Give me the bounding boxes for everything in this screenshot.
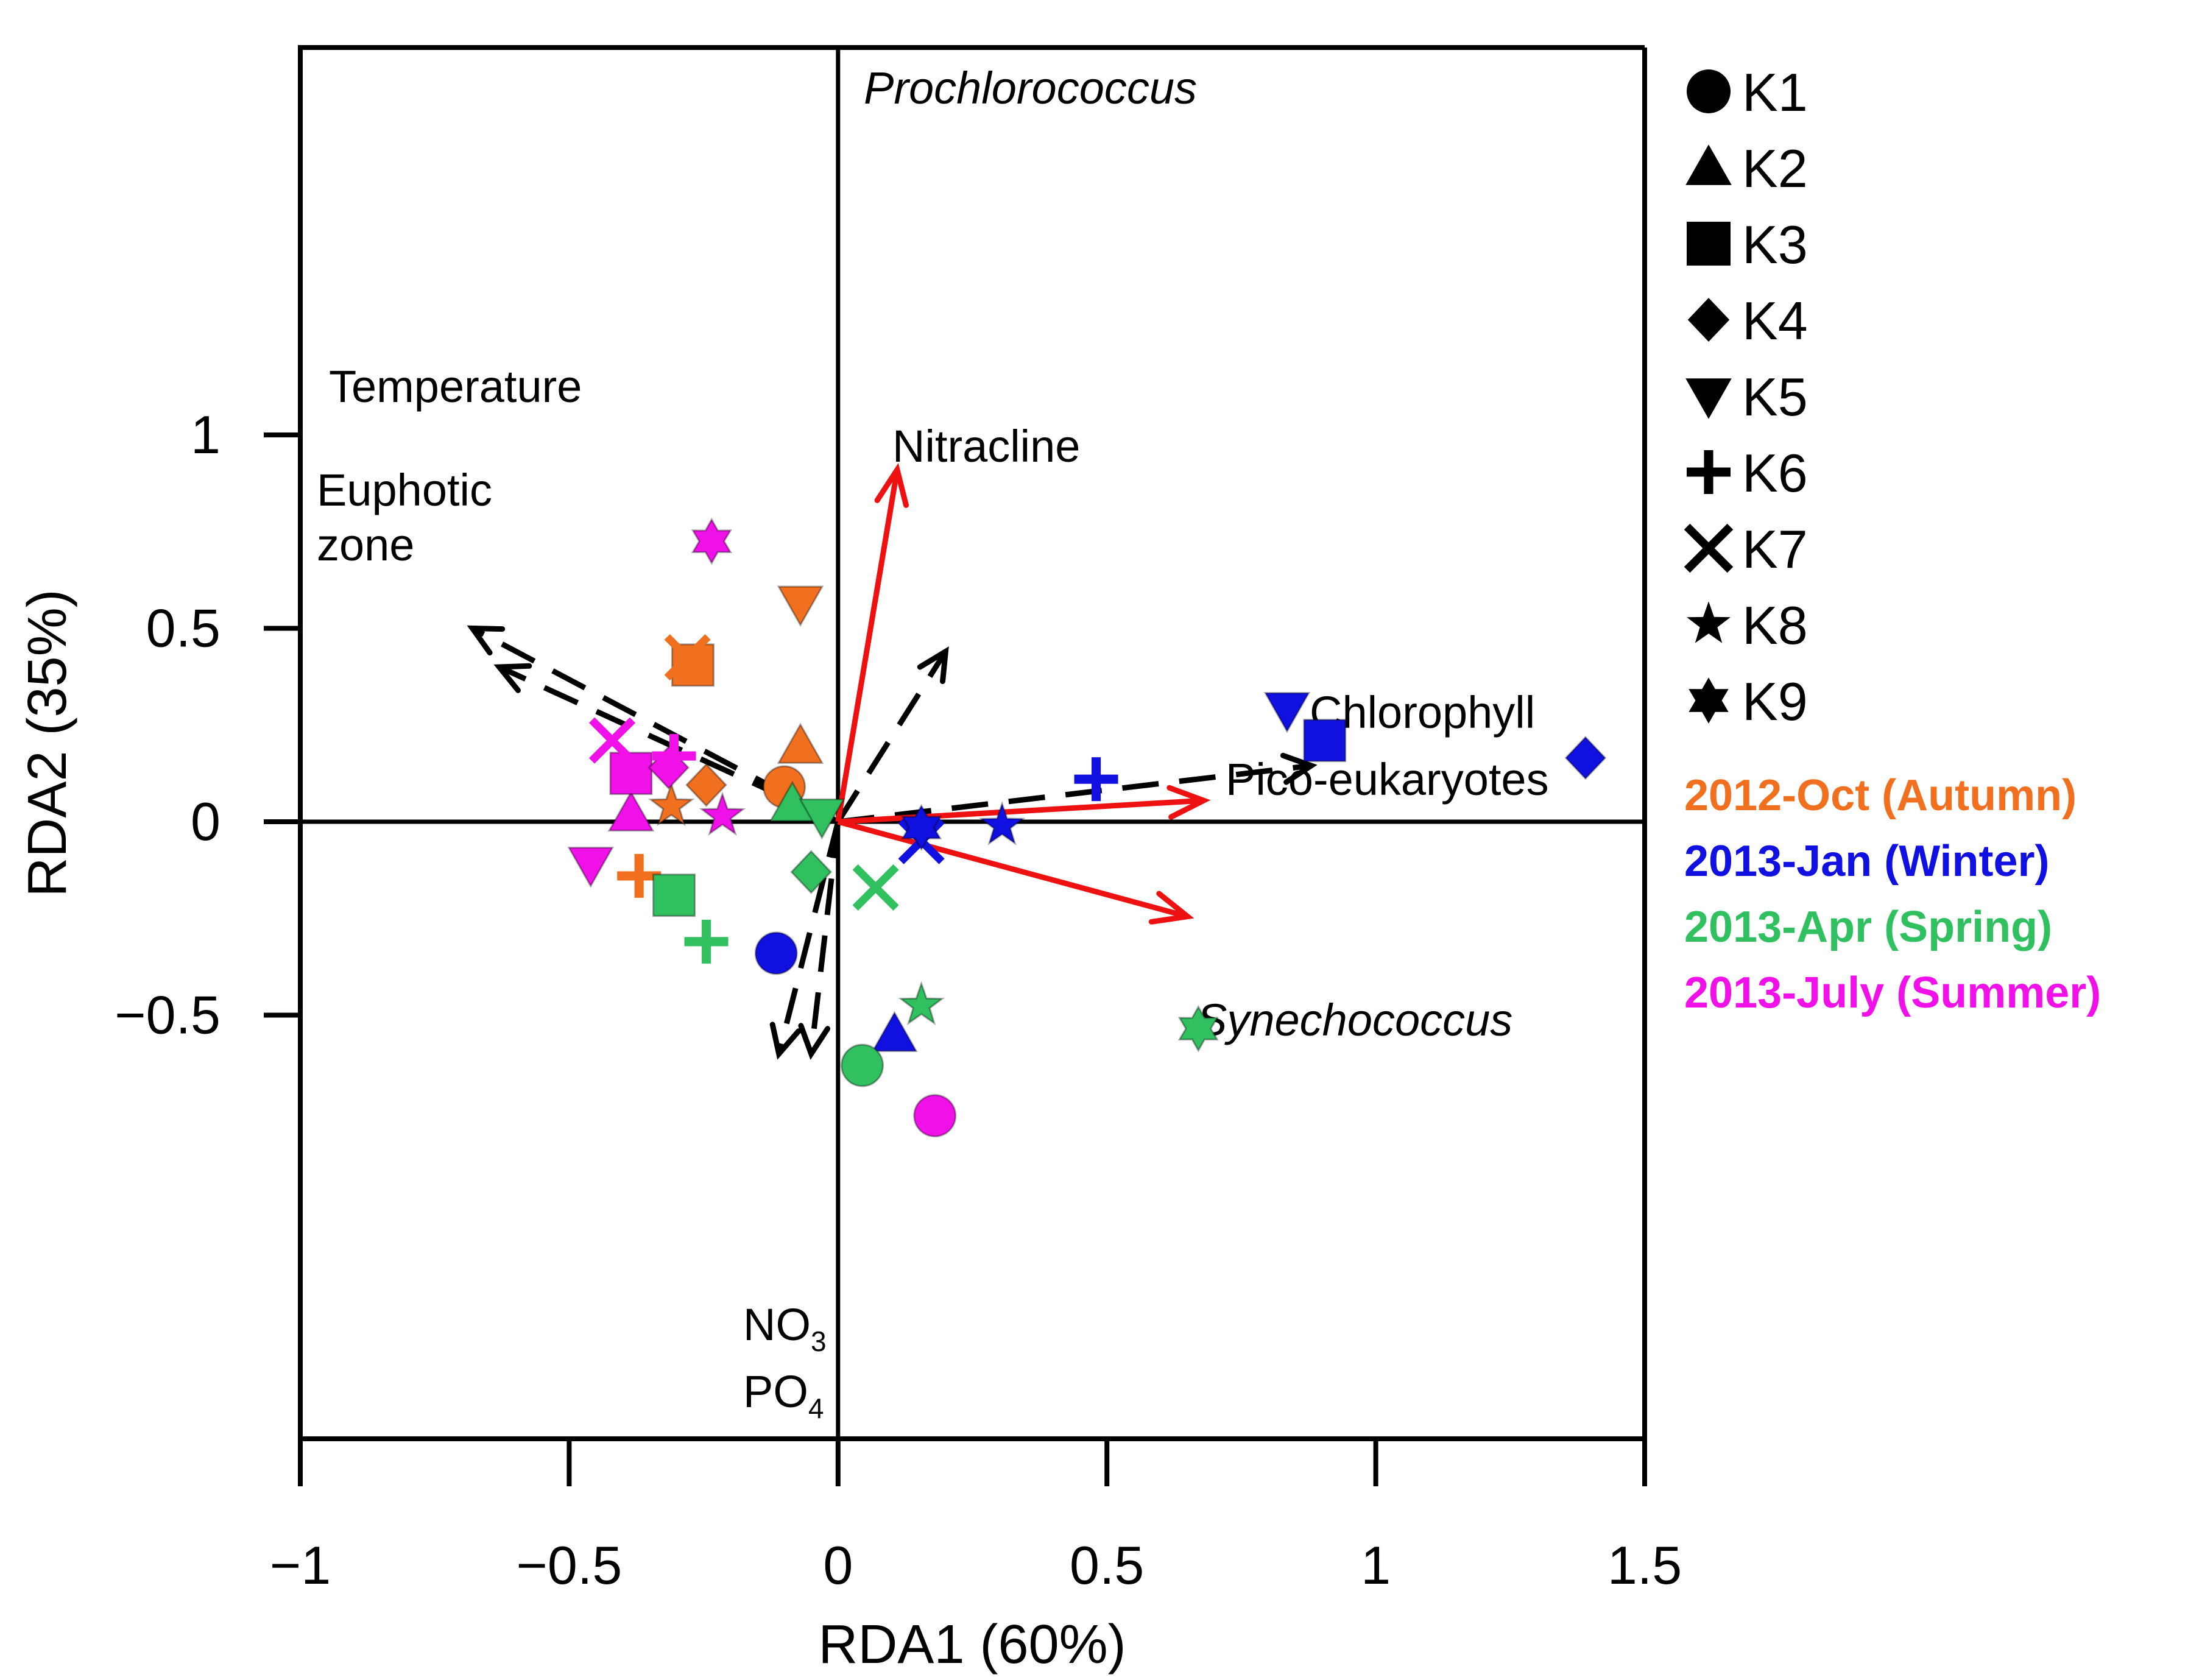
env-arrowhead — [769, 1022, 802, 1060]
x-tick-label: 0 — [823, 1535, 853, 1595]
legend-marker-k8 — [1687, 601, 1731, 643]
data-point-summer-k7 — [588, 717, 636, 764]
y-tick-label: 1 — [191, 404, 221, 465]
species-vector-line — [837, 819, 1188, 919]
x-tick-label: −1 — [270, 1535, 331, 1595]
legend-marker-k4 — [1687, 298, 1730, 342]
legend-station-label: K6 — [1742, 443, 1808, 503]
legend-season-summer: 2013-July (Summer) — [1684, 969, 2101, 1017]
data-point-winter-k2 — [871, 1011, 918, 1052]
species-vectors: Prochlorococcus Pico-eukaryotes Synechococ… — [835, 63, 1549, 1045]
species-vector-line — [838, 797, 1204, 825]
legend-marker-k9 — [1689, 677, 1729, 724]
data-point-spring-k9 — [1177, 1004, 1219, 1053]
data-point-winter-k6 — [1074, 757, 1118, 802]
legend-marker-k6 — [1687, 450, 1731, 494]
data-point-autumn-k6 — [617, 853, 662, 898]
env-arrowhead — [798, 1023, 831, 1060]
legend-marker-k5 — [1685, 378, 1732, 419]
legend-station-label: K9 — [1742, 671, 1808, 732]
env-vector-label-line: Euphotic — [317, 465, 492, 515]
species-vector-line — [835, 469, 900, 822]
env-vector-line — [776, 821, 841, 1055]
legend-station-label: K7 — [1742, 519, 1808, 579]
legend-station-label: K5 — [1742, 367, 1808, 427]
species-vector-label: Synechococcus — [1197, 995, 1512, 1045]
legend-season-autumn: 2012-Oct (Autumn) — [1684, 771, 2077, 820]
data-point-spring-k1 — [841, 1043, 884, 1087]
data-point-summer-k2 — [607, 790, 655, 831]
data-point-winter-k5 — [1263, 692, 1311, 733]
env-vector-label-line: zone — [317, 520, 414, 570]
data-point-winter-k3 — [1303, 719, 1347, 763]
data-point-winter-k4 — [1564, 736, 1607, 780]
env-vector-label: Euphotic zone — [317, 465, 492, 570]
data-point-summer-k6 — [652, 734, 696, 778]
legend-station-label: K8 — [1742, 595, 1808, 655]
data-point-spring-k6 — [684, 919, 729, 964]
legend: K1 K2 K3 K4 K5 K6 K7 K8 K9 2012-Oct (Autumn) 2013-… — [1684, 62, 2101, 1017]
legend-marker-k3 — [1687, 222, 1731, 266]
legend-season-spring: 2013-Apr (Spring) — [1684, 903, 2052, 951]
x-tick-label: 0.5 — [1070, 1535, 1144, 1595]
y-axis-title: RDA2 (35%) — [17, 589, 78, 897]
legend-station-label: K2 — [1742, 138, 1808, 199]
data-point-spring-k4 — [790, 850, 833, 894]
data-point-summer-k5 — [567, 847, 614, 888]
env-arrowhead — [1280, 752, 1318, 785]
x-tick-label: 1 — [1361, 1535, 1391, 1595]
legend-marker-k7 — [1684, 523, 1734, 573]
env-vector-line — [835, 650, 948, 824]
legend-season-winter: 2013-Jan (Winter) — [1684, 837, 2050, 886]
y-tick-label: 0 — [191, 791, 221, 852]
y-tick-label: −0.5 — [115, 985, 221, 1045]
data-point-winter-k9 — [901, 803, 942, 852]
env-vector-label: Nitracline — [892, 421, 1080, 471]
env-arrowhead — [467, 625, 506, 655]
data-point-spring-k5 — [799, 798, 845, 840]
environmental-vectors: Temperature Euphotic zone Nitracline Chlorop… — [317, 361, 1535, 1424]
data-point-autumn-k2 — [777, 722, 824, 764]
data-point-spring-k7 — [852, 864, 899, 911]
env-vector-label: NO3 — [743, 1299, 827, 1357]
legend-station-label: K4 — [1742, 291, 1808, 351]
species-arrowhead — [1148, 891, 1195, 925]
legend-station-label: K1 — [1742, 62, 1808, 122]
env-vector-line — [808, 821, 841, 1054]
data-point-autumn-k8 — [648, 782, 695, 827]
env-arrowhead — [917, 646, 949, 684]
species-arrowhead — [1166, 785, 1211, 820]
env-arrowhead — [493, 663, 532, 693]
data-point-summer-k1 — [913, 1094, 957, 1138]
species-vector-label: Prochlorococcus — [864, 63, 1197, 113]
species-arrowhead — [874, 463, 909, 508]
x-tick-label: 1.5 — [1607, 1535, 1682, 1595]
data-points — [567, 517, 1607, 1138]
data-point-spring-k8 — [898, 981, 945, 1026]
legend-marker-k1 — [1687, 69, 1731, 113]
data-point-autumn-k5 — [777, 585, 824, 627]
legend-marker-k2 — [1685, 144, 1732, 185]
x-axis-title: RDA1 (60%) — [818, 1614, 1126, 1675]
legend-station-label: K3 — [1742, 214, 1808, 275]
data-point-spring-k3 — [652, 874, 696, 917]
data-point-summer-k8 — [699, 791, 746, 836]
env-vector-label: Chlorophyll — [1310, 687, 1535, 738]
data-point-winter-k1 — [754, 931, 798, 975]
axes: −1 −0.5 0 0.5 1 1.5 1 0.5 0 −0.5 RDA1 (60%) RDA2 (3… — [17, 404, 1682, 1675]
env-vector-line — [838, 763, 1312, 825]
y-tick-label: 0.5 — [146, 598, 221, 658]
data-point-summer-k9 — [691, 517, 732, 565]
species-vector-label: Pico-eukaryotes — [1226, 754, 1549, 805]
data-point-winter-k8 — [978, 801, 1026, 845]
x-tick-label: −0.5 — [517, 1535, 623, 1595]
data-point-autumn-k4 — [685, 763, 727, 807]
env-vector-label: PO4 — [743, 1366, 824, 1424]
env-vector-label: Temperature — [329, 361, 582, 412]
plot-frame — [298, 45, 1647, 1486]
data-point-autumn-k7 — [664, 634, 711, 681]
